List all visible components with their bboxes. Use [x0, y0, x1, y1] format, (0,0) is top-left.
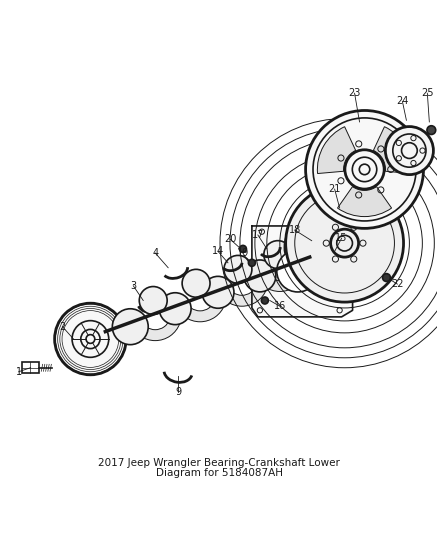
Text: 24: 24: [396, 96, 409, 107]
Circle shape: [55, 303, 126, 375]
Circle shape: [427, 126, 436, 134]
Text: 1: 1: [16, 367, 22, 377]
Circle shape: [306, 110, 424, 228]
Circle shape: [159, 293, 191, 325]
Text: 9: 9: [175, 387, 181, 397]
Text: 20: 20: [224, 234, 236, 244]
Wedge shape: [338, 187, 392, 216]
Circle shape: [248, 260, 255, 266]
Text: 25: 25: [421, 88, 434, 98]
Text: 19: 19: [237, 248, 249, 258]
Text: 22: 22: [391, 279, 404, 289]
Text: 2: 2: [60, 322, 66, 332]
Text: 18: 18: [289, 225, 301, 235]
Text: 21: 21: [328, 184, 341, 194]
Text: 17: 17: [252, 230, 264, 240]
Circle shape: [240, 245, 247, 253]
Circle shape: [139, 287, 167, 314]
Circle shape: [290, 230, 350, 289]
Text: 16: 16: [274, 301, 286, 311]
Bar: [21, 362, 39, 374]
Text: 23: 23: [348, 88, 361, 98]
Text: 15: 15: [336, 233, 348, 243]
Circle shape: [382, 273, 390, 281]
Circle shape: [244, 260, 276, 292]
Wedge shape: [217, 285, 267, 306]
Polygon shape: [252, 226, 353, 317]
Text: 3: 3: [130, 281, 136, 290]
Circle shape: [285, 214, 350, 280]
Wedge shape: [373, 127, 412, 174]
Circle shape: [385, 126, 434, 175]
Circle shape: [261, 297, 268, 304]
Text: 14: 14: [212, 246, 224, 256]
Circle shape: [280, 243, 314, 277]
Circle shape: [264, 241, 292, 269]
Circle shape: [224, 255, 252, 284]
Circle shape: [182, 269, 210, 297]
Circle shape: [202, 276, 234, 308]
Text: 2017 Jeep Wrangler Bearing-Crankshaft Lower: 2017 Jeep Wrangler Bearing-Crankshaft Lo…: [98, 458, 340, 468]
Text: 4: 4: [152, 248, 158, 258]
Text: Diagram for 5184087AH: Diagram for 5184087AH: [155, 467, 283, 478]
Wedge shape: [318, 127, 356, 174]
Circle shape: [286, 184, 403, 302]
Circle shape: [112, 309, 148, 345]
Circle shape: [277, 250, 319, 292]
Wedge shape: [131, 320, 180, 341]
Wedge shape: [255, 271, 304, 292]
Wedge shape: [176, 301, 225, 322]
